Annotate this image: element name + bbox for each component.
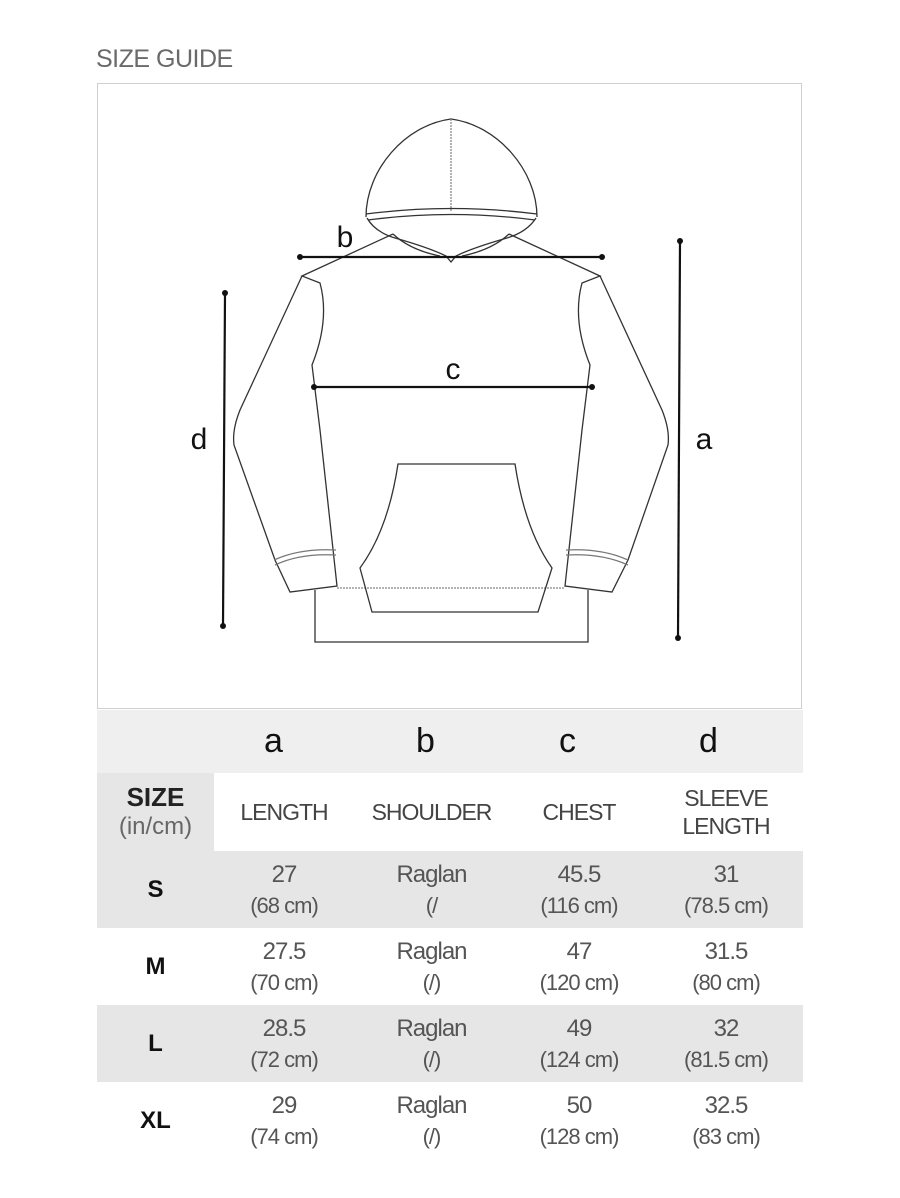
value-cm: (68 cm)	[250, 892, 319, 918]
value-cell: Raglan (/	[354, 851, 509, 928]
size-header: SIZE (in/cm)	[97, 773, 214, 851]
table-row: S 27 (68 cm) Raglan (/ 45.5 (116 cm) 31 (78.5 cm…	[97, 851, 803, 928]
value-in: 27.5	[262, 937, 307, 965]
size-cell: XL	[140, 1107, 171, 1134]
column-header-shoulder: SHOULDER	[354, 773, 509, 851]
value-cell: 28.5 (72 cm)	[214, 1005, 354, 1082]
value-in: Raglan	[396, 937, 467, 965]
measure-label-d: d	[190, 423, 208, 456]
value-cm: (124 cm)	[539, 1046, 620, 1072]
value-in: 45.5	[557, 860, 602, 888]
letter-c: c	[509, 710, 649, 773]
value-cell: Raglan (/)	[354, 1082, 509, 1159]
value-cm: (/)	[422, 1046, 442, 1072]
value-cell: 31.5 (80 cm)	[649, 928, 803, 1005]
letter-a: a	[214, 710, 354, 773]
diagram-frame	[97, 83, 802, 709]
value-in: 32	[713, 1014, 740, 1042]
size-cell: S	[97, 851, 214, 928]
measure-line-d	[221, 292, 227, 627]
table-row: L 28.5 (72 cm) Raglan (/) 49 (124 cm) 32 (81.5 c…	[97, 1005, 803, 1082]
measure-line-a	[676, 240, 682, 639]
value-cm: (/	[425, 892, 438, 918]
value-cm: (80 cm)	[692, 969, 761, 995]
value-cell: 27 (68 cm)	[214, 851, 354, 928]
table-row: XL 29 (74 cm) Raglan (/) 50 (128 cm) 32.5 (83 cm…	[97, 1082, 803, 1159]
hoodie-outline	[232, 118, 670, 643]
value-cm: (116 cm)	[540, 892, 618, 918]
value-cell: 49 (124 cm)	[509, 1005, 649, 1082]
header-row: SIZE (in/cm) LENGTH SHOULDER CHEST SLEEV…	[97, 773, 803, 851]
value-cm: (/)	[422, 969, 442, 995]
measure-label-b: b	[336, 221, 354, 254]
size-table: a b c d SIZE (in/cm) LENGTH SHOULDER CHE…	[97, 710, 803, 1159]
value-in: Raglan	[396, 1014, 467, 1042]
letter-d: d	[649, 710, 803, 773]
value-in: 29	[271, 1091, 298, 1119]
value-in: 27	[271, 860, 298, 888]
value-cm: (/)	[422, 1123, 442, 1149]
measure-label-a: a	[695, 423, 713, 456]
value-in: 31.5	[704, 937, 749, 965]
value-in: 50	[566, 1091, 593, 1119]
column-header-chest: CHEST	[509, 773, 649, 851]
letter-row: a b c d	[97, 710, 803, 773]
value-cell: 47 (120 cm)	[509, 928, 649, 1005]
value-cm: (120 cm)	[539, 969, 620, 995]
value-cell: 32.5 (83 cm)	[649, 1082, 803, 1159]
value-cell: 29 (74 cm)	[214, 1082, 354, 1159]
value-in: 32.5	[704, 1091, 749, 1119]
value-cm: (83 cm)	[692, 1123, 761, 1149]
value-cell: Raglan (/)	[354, 1005, 509, 1082]
value-cm: (81.5 cm)	[684, 1046, 769, 1072]
value-cell: Raglan (/)	[354, 928, 509, 1005]
value-cell: 50 (128 cm)	[509, 1082, 649, 1159]
value-in: 49	[566, 1014, 593, 1042]
value-cell: 27.5 (70 cm)	[214, 928, 354, 1005]
value-cell: 31 (78.5 cm)	[649, 851, 803, 928]
value-cm: (72 cm)	[250, 1046, 319, 1072]
value-cm: (128 cm)	[539, 1123, 620, 1149]
measure-label-c: c	[445, 353, 461, 386]
size-cell: L	[97, 1005, 214, 1082]
value-in: 47	[566, 937, 593, 965]
value-in: Raglan	[396, 860, 467, 888]
column-header-sleeve-length: SLEEVE LENGTH	[649, 773, 803, 851]
letter-b: b	[354, 710, 509, 773]
column-header-length: LENGTH	[214, 773, 354, 851]
table-row: M 27.5 (70 cm) Raglan (/) 47 (120 cm) 31.5 (80 c…	[97, 928, 803, 1005]
value-cell: 32 (81.5 cm)	[649, 1005, 803, 1082]
page-title: SIZE GUIDE	[96, 45, 233, 73]
value-cell: 45.5 (116 cm)	[509, 851, 649, 928]
value-in: Raglan	[396, 1091, 467, 1119]
value-cm: (74 cm)	[250, 1123, 319, 1149]
size-cell: M	[145, 953, 166, 980]
value-in: 31	[713, 860, 740, 888]
value-cm: (70 cm)	[250, 969, 319, 995]
value-cm: (78.5 cm)	[684, 892, 769, 918]
value-in: 28.5	[262, 1014, 307, 1042]
